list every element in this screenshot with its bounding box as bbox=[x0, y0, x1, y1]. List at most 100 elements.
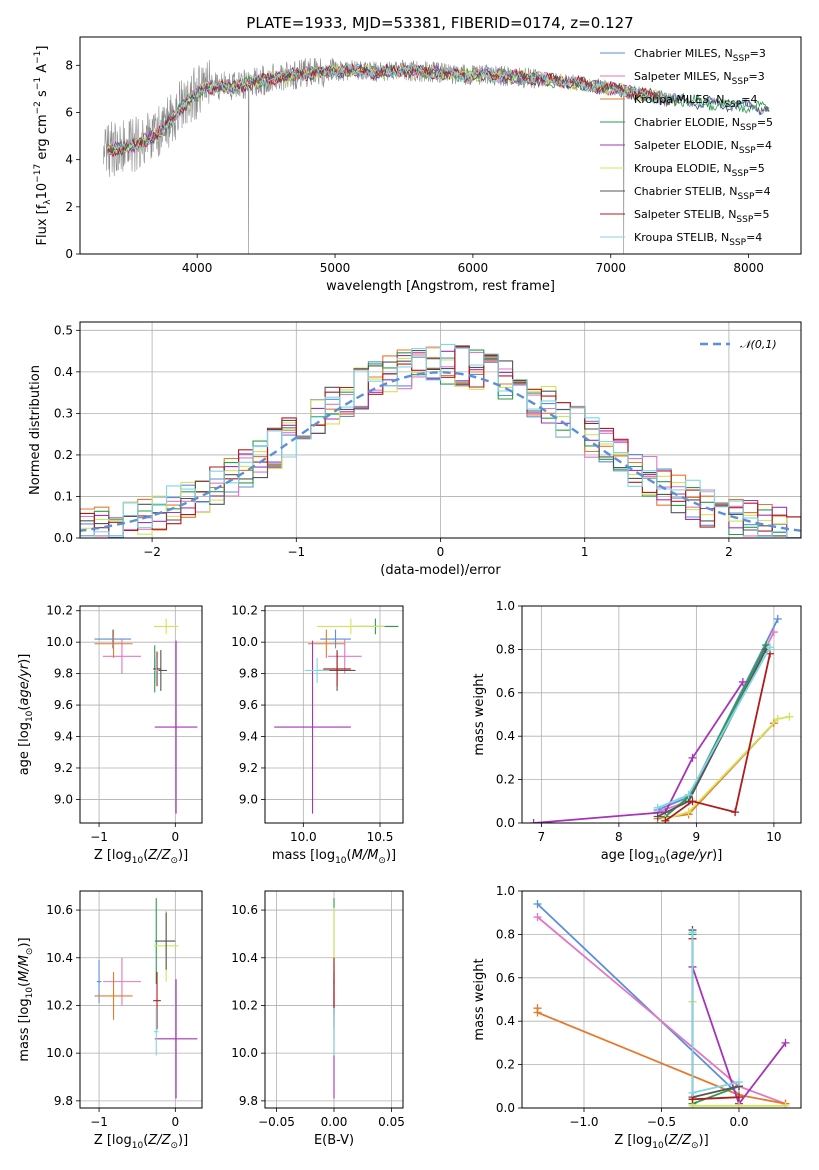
label-part: ⊙ bbox=[170, 856, 178, 866]
weight-marker-salpeter-stelib bbox=[661, 816, 670, 823]
label-part: s bbox=[35, 90, 50, 101]
label-part: Kroupa MILES, N bbox=[634, 93, 724, 106]
plot-frame bbox=[264, 890, 404, 1109]
y-tick-label: 9.0 bbox=[54, 792, 73, 806]
label-part: ( bbox=[143, 848, 148, 863]
age-vs-mass-panel: 10.0 10.5 9.0 9.2 9.4 9.6 9.8 10.0 10.2 mass [log… bbox=[231, 604, 404, 866]
label-part: Salpeter STELIB, N bbox=[634, 208, 736, 221]
label-part: ⊙ bbox=[691, 1141, 699, 1151]
label-part: mass [log bbox=[272, 848, 335, 863]
y-tick-label: 0.2 bbox=[54, 448, 73, 462]
label-part: Flux [f bbox=[35, 204, 50, 245]
plot-frame bbox=[521, 605, 802, 824]
label-part: −1 bbox=[33, 77, 43, 90]
model-spectrum-kroupa-stelib bbox=[107, 62, 666, 156]
label-part: Kroupa ELODIE, N bbox=[634, 162, 732, 175]
y-tick-label: 0.8 bbox=[496, 642, 515, 656]
weight-marker-kroupa-elodie bbox=[684, 808, 693, 817]
plot-area bbox=[80, 343, 801, 538]
label-part: age [log bbox=[601, 848, 654, 863]
weight-marker-salpeter-miles bbox=[533, 913, 542, 922]
label-part: )] bbox=[386, 848, 396, 863]
y-tick-label: 10.2 bbox=[231, 604, 258, 618]
y-tick-label: 10.0 bbox=[231, 635, 258, 649]
legend-entry-kroupa-miles: Kroupa MILES, NSSP=4 bbox=[634, 93, 758, 110]
mass-weight-vs-metallicity-panel: −1.0 −0.5 0.0 0.0 0.2 0.4 0.6 0.8 1.0 Z [log10(Z/… bbox=[472, 884, 802, 1151]
label-part: erg cm bbox=[35, 114, 50, 163]
y-tick-label: 0.0 bbox=[54, 531, 73, 545]
y-tick-label: 10.4 bbox=[231, 951, 258, 965]
x-axis-label: Z [log10(Z/Z⊙)] bbox=[94, 1133, 188, 1151]
y-tick-label: 0.5 bbox=[54, 323, 73, 337]
y-tick-label: 10.6 bbox=[46, 903, 73, 917]
y-axis-label: age [log10(age/yr)] bbox=[17, 654, 35, 776]
label-part: =4 bbox=[741, 93, 757, 106]
x-tick-label: 2 bbox=[725, 545, 733, 559]
y-tick-label: 0.1 bbox=[54, 489, 73, 503]
figure-title: PLATE=1933, MJD=53381, FIBERID=0174, z=0… bbox=[246, 14, 633, 32]
y-tick-label: 9.8 bbox=[239, 667, 258, 681]
legend-entry-kroupa-stelib: Kroupa STELIB, NSSP=4 bbox=[634, 231, 762, 248]
x-tick-label: 0.0 bbox=[729, 1115, 748, 1129]
weight-marker-kroupa-stelib bbox=[684, 790, 693, 799]
weight-line-chabrier-miles bbox=[536, 903, 740, 1096]
label-part: ( bbox=[17, 982, 32, 987]
y-tick-label: 10.2 bbox=[231, 998, 258, 1012]
label-part: ( bbox=[665, 848, 670, 863]
label-part: SSP bbox=[739, 146, 756, 156]
y-tick-label: 9.4 bbox=[239, 730, 258, 744]
x-tick-label: 10.0 bbox=[290, 830, 317, 844]
legend-entry-chabrier-elodie: Chabrier ELODIE, NSSP=5 bbox=[634, 116, 773, 133]
y-tick-label: 0.2 bbox=[496, 773, 515, 787]
x-tick-label: 10 bbox=[766, 830, 781, 844]
weight-marker-kroupa-stelib bbox=[766, 643, 774, 652]
x-tick-label: 0.05 bbox=[378, 1115, 405, 1129]
y-tick-label: 9.6 bbox=[239, 698, 258, 712]
x-tick-label: 4000 bbox=[182, 261, 213, 275]
plot-frame bbox=[79, 605, 203, 824]
weight-line-kroupa-elodie bbox=[665, 715, 790, 820]
legend-entry-salpeter-miles: Salpeter MILES, NSSP=3 bbox=[634, 70, 765, 87]
label-part: )] bbox=[712, 848, 722, 863]
x-tick-label: −1 bbox=[287, 545, 305, 559]
label-part: 10 bbox=[25, 710, 35, 722]
label-part: )] bbox=[17, 937, 32, 947]
weight-marker-kroupa-elodie bbox=[781, 1101, 790, 1108]
label-part: SSP bbox=[738, 192, 755, 202]
weight-marker-chabrier-miles bbox=[533, 900, 542, 909]
label-part: ⊙ bbox=[378, 856, 386, 866]
mass-vs-metallicity-panel: −1 09.810.010.210.410.6Z [log10(Z/Z⊙)]mas… bbox=[17, 890, 203, 1151]
plot-area bbox=[529, 615, 794, 823]
label-part: Z/Z bbox=[668, 1133, 692, 1148]
label-part: −17 bbox=[33, 164, 43, 183]
label-part: )] bbox=[178, 1133, 188, 1148]
plot-area bbox=[94, 898, 198, 1099]
x-tick-label: 7 bbox=[538, 830, 546, 844]
y-tick-label: 8 bbox=[65, 58, 73, 72]
x-tick-label: −2 bbox=[143, 545, 161, 559]
y-tick-label: 4 bbox=[65, 153, 73, 167]
label-part: Z [log bbox=[94, 848, 132, 863]
label-part: 10 bbox=[132, 856, 144, 866]
label-part: Z/Z bbox=[147, 848, 171, 863]
x-tick-label: 9 bbox=[693, 830, 701, 844]
label-part: age/yr bbox=[670, 848, 713, 863]
x-tick-label: −0.05 bbox=[258, 1115, 295, 1129]
weight-marker-salpeter-stelib bbox=[688, 797, 697, 806]
y-tick-label: 10.0 bbox=[46, 635, 73, 649]
label-part: ( bbox=[347, 848, 352, 863]
residual-distribution-panel: −2 −1 0 1 2 0.0 0.1 0.2 0.3 0.4 0.5 𝒩(0,1) (data-mod… bbox=[28, 321, 802, 578]
label-part: −1 bbox=[33, 51, 43, 64]
y-axis-label: Normed distribution bbox=[28, 365, 43, 495]
label-part: Z/Z bbox=[147, 1133, 171, 1148]
mass-vs-extinction-panel: −0.05 0.00 0.05 9.8 10.0 10.2 10.4 10.6 E(B-V) bbox=[231, 890, 405, 1148]
weight-marker-chabrier-stelib bbox=[653, 812, 662, 821]
y-tick-label: 9.4 bbox=[54, 730, 73, 744]
label-part: ⊙ bbox=[170, 1141, 178, 1151]
x-tick-label: 1 bbox=[581, 545, 589, 559]
label-part: SSP bbox=[732, 169, 749, 179]
x-tick-label: −1 bbox=[90, 1115, 108, 1129]
label-part: 10 bbox=[25, 987, 35, 999]
label-part: SSP bbox=[732, 77, 749, 87]
